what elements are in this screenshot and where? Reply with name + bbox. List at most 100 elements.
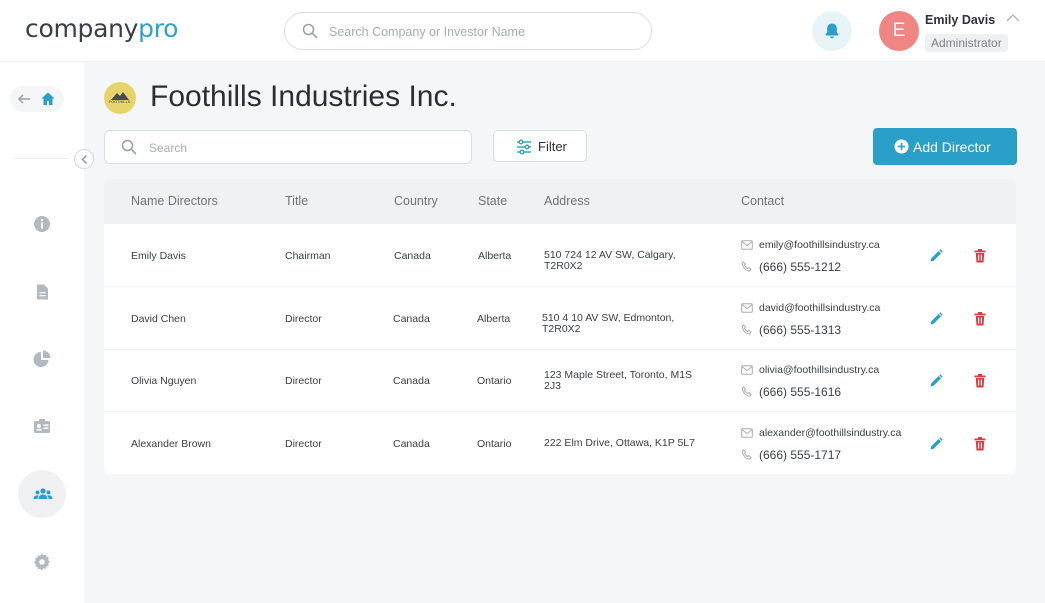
sidebar-item-directors[interactable] bbox=[18, 470, 66, 518]
top-header: companypro E Emily Davis Administrator bbox=[0, 0, 1045, 62]
column-header-title[interactable]: Title bbox=[285, 194, 309, 208]
sidebar-item-analytics[interactable] bbox=[18, 335, 66, 383]
phone-icon bbox=[741, 449, 752, 460]
directors-table: Name Directors Title Country State Addre… bbox=[104, 179, 1016, 474]
company-logo: FOOTHILLS bbox=[104, 82, 136, 114]
director-country: Canada bbox=[393, 438, 430, 450]
sidebar-item-documents[interactable] bbox=[18, 268, 66, 316]
contact-phone-text: (666) 555-1717 bbox=[759, 448, 842, 462]
sidebar-item-identity[interactable] bbox=[18, 403, 66, 451]
contact-email-text: emily@foothillsindustry.ca bbox=[759, 239, 880, 251]
table-row: Emily Davis Chairman Canada Alberta 510 … bbox=[104, 225, 1016, 287]
pencil-icon[interactable] bbox=[928, 373, 944, 389]
director-address: 510 724 12 AV SW, Calgary, T2R0X2 bbox=[544, 249, 676, 272]
director-state: Ontario bbox=[477, 375, 512, 387]
table-row: David Chen Director Canada Alberta 510 4… bbox=[104, 288, 1016, 350]
sidebar-item-settings[interactable] bbox=[18, 538, 66, 586]
info-icon bbox=[34, 216, 50, 232]
table-row: Olivia Nguyen Director Canada Ontario 12… bbox=[104, 350, 1016, 412]
director-title: Director bbox=[285, 438, 322, 450]
phone-icon bbox=[741, 386, 752, 397]
trash-icon[interactable] bbox=[972, 373, 988, 389]
users-icon bbox=[33, 488, 53, 499]
contact-phone-text: (666) 555-1212 bbox=[759, 260, 842, 274]
arrow-left-icon bbox=[17, 94, 30, 104]
mail-icon bbox=[741, 240, 753, 250]
trash-icon[interactable] bbox=[972, 248, 988, 264]
id-card-icon bbox=[34, 419, 50, 433]
director-name: Olivia Nguyen bbox=[131, 375, 197, 387]
director-address: 123 Maple Street, Toronto, M1S 2J3 bbox=[544, 369, 693, 392]
sidebar-divider bbox=[14, 158, 70, 159]
director-country: Canada bbox=[394, 250, 431, 262]
director-state: Ontario bbox=[477, 438, 512, 450]
global-search-input[interactable] bbox=[329, 21, 629, 43]
logo-accent-text: pro bbox=[138, 14, 179, 43]
user-name: Emily Davis bbox=[925, 13, 996, 27]
search-icon bbox=[302, 23, 318, 39]
director-title: Chairman bbox=[285, 250, 331, 262]
mail-icon bbox=[741, 365, 753, 375]
column-header-name[interactable]: Name Directors bbox=[131, 194, 218, 208]
director-country: Canada bbox=[393, 313, 430, 325]
director-state: Alberta bbox=[478, 250, 512, 262]
contact-phone-text: (666) 555-1616 bbox=[759, 385, 842, 399]
pencil-icon[interactable] bbox=[928, 311, 944, 327]
director-title: Director bbox=[285, 313, 322, 325]
table-row: Alexander Brown Director Canada Ontario … bbox=[104, 413, 1016, 474]
home-icon bbox=[41, 92, 55, 105]
add-director-label: Add Director bbox=[913, 139, 991, 155]
contact-phone-text: (666) 555-1313 bbox=[759, 323, 842, 337]
pencil-icon[interactable] bbox=[928, 436, 944, 452]
contact-email-text: david@foothillsindustry.ca bbox=[759, 302, 881, 314]
director-name: Emily Davis bbox=[131, 250, 186, 262]
contact-email-text: alexander@foothillsindustry.ca bbox=[759, 427, 902, 439]
column-header-country[interactable]: Country bbox=[394, 194, 438, 208]
gear-icon bbox=[34, 553, 50, 571]
notifications-button[interactable] bbox=[812, 11, 852, 51]
main-content: FOOTHILLS Foothills Industries Inc. Filt… bbox=[84, 62, 1045, 603]
director-name: Alexander Brown bbox=[131, 438, 211, 450]
page-title: Foothills Industries Inc. bbox=[150, 80, 457, 113]
director-country: Canada bbox=[393, 375, 430, 387]
company-logo-text: FOOTHILLS bbox=[109, 100, 131, 104]
sidebar bbox=[0, 62, 84, 603]
pencil-icon[interactable] bbox=[928, 248, 944, 264]
user-avatar[interactable]: E bbox=[879, 11, 919, 51]
director-search-input[interactable] bbox=[149, 138, 449, 158]
director-address: 222 Elm Drive, Ottawa, K1P 5L7 bbox=[544, 437, 695, 449]
global-search-box[interactable] bbox=[284, 12, 652, 50]
mail-icon bbox=[741, 303, 753, 313]
phone-icon bbox=[741, 324, 752, 335]
sliders-icon bbox=[517, 139, 531, 155]
trash-icon[interactable] bbox=[972, 436, 988, 452]
trash-icon[interactable] bbox=[972, 311, 988, 327]
logo-text: company bbox=[25, 14, 139, 43]
pie-chart-icon bbox=[33, 350, 51, 367]
filter-button[interactable]: Filter bbox=[493, 130, 587, 162]
user-role-badge: Administrator bbox=[925, 34, 1008, 52]
search-icon bbox=[121, 139, 137, 155]
director-state: Alberta bbox=[477, 313, 511, 325]
sidebar-item-info[interactable] bbox=[18, 200, 66, 248]
table-header: Name Directors Title Country State Addre… bbox=[104, 179, 1016, 224]
bell-icon bbox=[825, 23, 839, 39]
mail-icon bbox=[741, 428, 753, 438]
sidebar-collapse-button[interactable] bbox=[74, 149, 94, 169]
document-icon bbox=[37, 284, 48, 300]
column-header-contact[interactable]: Contact bbox=[741, 194, 785, 208]
column-header-state[interactable]: State bbox=[478, 194, 508, 208]
column-header-address[interactable]: Address bbox=[544, 194, 590, 208]
add-director-button[interactable]: Add Director bbox=[873, 128, 1017, 165]
back-home-button[interactable] bbox=[10, 86, 64, 112]
director-title: Director bbox=[285, 375, 322, 387]
chevron-up-icon[interactable] bbox=[1006, 13, 1020, 23]
contact-email-text: olivia@foothillsindustry.ca bbox=[759, 364, 880, 376]
director-search-box[interactable] bbox=[104, 130, 472, 164]
company-pro-logo[interactable]: companypro bbox=[25, 14, 178, 43]
filter-label: Filter bbox=[538, 139, 567, 154]
director-address: 510 4 10 AV SW, Edmonton, T2R0X2 bbox=[542, 312, 675, 335]
mountain-icon bbox=[111, 92, 129, 100]
phone-icon bbox=[741, 261, 752, 272]
plus-circle-icon bbox=[894, 139, 909, 154]
